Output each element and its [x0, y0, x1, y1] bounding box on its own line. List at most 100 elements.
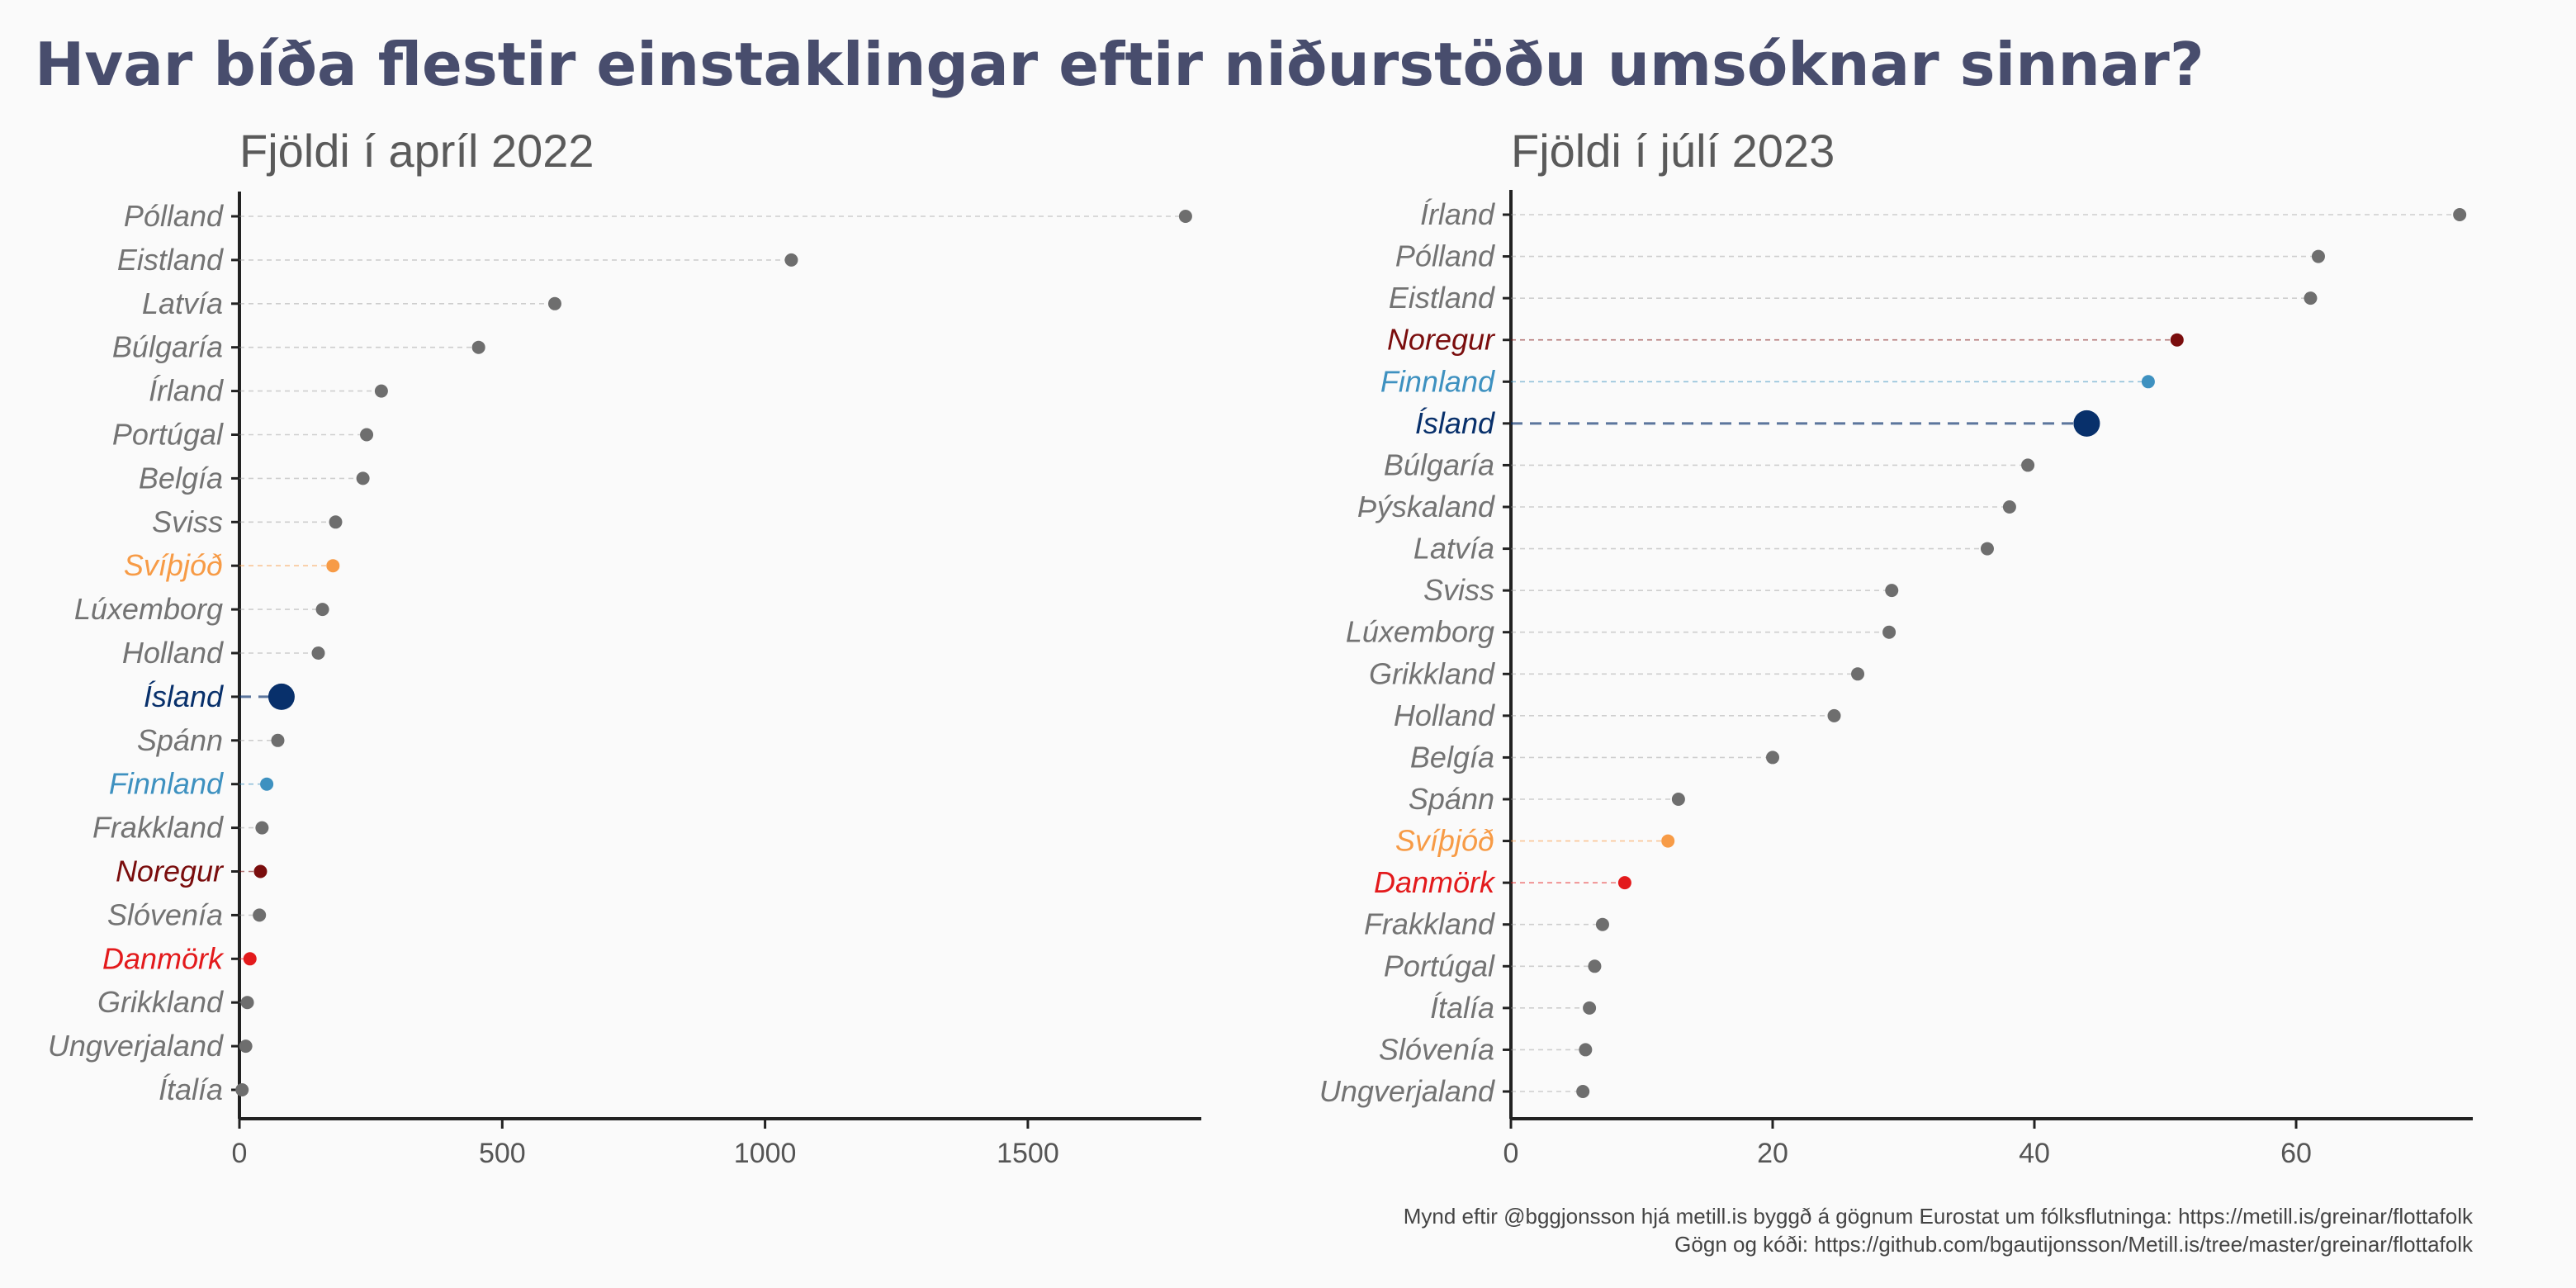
- p0-x-tick-label-500: 500: [479, 1138, 526, 1169]
- p1-label-thyskaland: Þýskaland: [1357, 490, 1495, 523]
- p1-label-italia: Ítalía: [1430, 991, 1494, 1025]
- p1-point-ungverjaland: [1576, 1085, 1590, 1098]
- p0-label-danmork: Danmörk: [102, 941, 225, 975]
- p1-label-svithjod: Svíþjóð: [1395, 824, 1494, 858]
- p1-label-frakkland: Frakkland: [1364, 907, 1495, 941]
- p1-label-finnland: Finnland: [1380, 364, 1495, 398]
- p0-x-tick-label-1000: 1000: [734, 1138, 797, 1169]
- p0-point-finnland: [260, 777, 274, 791]
- p1-label-irland: Írland: [1420, 197, 1495, 231]
- p0-point-polland: [1178, 210, 1192, 223]
- p1-label-holland: Holland: [1394, 698, 1495, 732]
- p1-label-danmork: Danmörk: [1374, 865, 1496, 899]
- p1-label-eistland: Eistland: [1389, 281, 1495, 315]
- p1-label-noregur: Noregur: [1387, 323, 1496, 357]
- p1-label-latvia: Latvía: [1413, 532, 1494, 566]
- p1-point-noregur: [2170, 333, 2184, 347]
- p0-point-ungverjaland: [239, 1039, 253, 1054]
- p1-point-slovenia: [1579, 1043, 1593, 1057]
- p0-point-latvia: [547, 296, 561, 310]
- p1-point-finnland: [2141, 375, 2155, 389]
- p0-point-belgia: [356, 471, 370, 485]
- p0-label-irland: Írland: [149, 374, 224, 408]
- p0-label-island: Ísland: [144, 680, 224, 713]
- caption-line-2: Gögn og kóði: https://github.com/bgautij…: [1674, 1232, 2474, 1257]
- p0-point-portugal: [360, 428, 374, 442]
- p0-point-island: [268, 683, 295, 710]
- p1-point-latvia: [1980, 542, 1994, 556]
- p1-point-danmork: [1617, 876, 1631, 890]
- p0-point-grikkland: [240, 996, 254, 1010]
- p0-label-portugal: Portúgal: [112, 418, 224, 452]
- p0-point-danmork: [243, 952, 257, 966]
- p0-label-svithjod: Svíþjóð: [124, 548, 223, 582]
- panel-april-2022-marks: 0 500 1000 1500 Pólland Eistland Latvía Búlgarí…: [48, 192, 1201, 1169]
- p1-point-luxemborg: [1882, 625, 1896, 639]
- p1-point-bulgaria: [2021, 458, 2035, 472]
- p1-label-slovenia: Slóvenía: [1379, 1032, 1494, 1066]
- p0-label-grikkland: Grikkland: [97, 985, 224, 1019]
- p1-label-spann: Spánn: [1409, 782, 1494, 816]
- p0-point-italia: [235, 1083, 249, 1096]
- p0-point-luxemborg: [315, 603, 329, 617]
- p1-label-portugal: Portúgal: [1384, 949, 1495, 983]
- p0-point-spann: [271, 733, 285, 747]
- p0-label-frakkland: Frakkland: [92, 811, 224, 845]
- p1-point-belgia: [1766, 751, 1780, 765]
- p1-label-luxemborg: Lúxemborg: [1346, 615, 1494, 649]
- p1-point-eistland: [2304, 291, 2318, 305]
- p0-label-sviss: Sviss: [152, 504, 223, 538]
- panel-april-2022: Fjöldi í apríl 2022 0 500 1000 1500 Pólland E…: [48, 125, 1201, 1169]
- p1-point-italia: [1583, 1001, 1597, 1015]
- p0-point-bulgaria: [471, 340, 485, 354]
- p0-label-belgia: Belgía: [139, 461, 223, 495]
- p0-label-slovenia: Slóvenía: [107, 897, 223, 931]
- panel-title-july-2023: Fjöldi í júlí 2023: [1511, 125, 1835, 177]
- p1-point-frakkland: [1595, 917, 1609, 931]
- p1-point-sviss: [1885, 584, 1899, 598]
- p1-label-polland: Pólland: [1395, 239, 1495, 273]
- p0-label-latvia: Latvía: [142, 286, 223, 320]
- chart-title: Hvar bíða flestir einstaklingar eftir ni…: [35, 30, 2204, 99]
- p1-point-svithjod: [1661, 834, 1675, 848]
- p0-label-spann: Spánn: [137, 723, 223, 757]
- p1-x-tick-label-40: 40: [2019, 1138, 2050, 1169]
- p0-point-noregur: [253, 864, 268, 878]
- p0-x-tick-label-0: 0: [232, 1138, 248, 1169]
- p1-label-sviss: Sviss: [1423, 573, 1494, 607]
- p0-point-irland: [374, 384, 388, 398]
- p0-label-luxemborg: Lúxemborg: [74, 592, 223, 626]
- p1-point-island: [2073, 410, 2100, 437]
- p0-label-finnland: Finnland: [109, 767, 224, 801]
- p0-label-polland: Pólland: [124, 199, 224, 233]
- caption-line-1: Mynd eftir @bggjonsson hjá metill.is byg…: [1404, 1204, 2474, 1229]
- p0-point-eistland: [784, 253, 798, 267]
- p1-point-spann: [1671, 793, 1685, 806]
- p1-point-portugal: [1588, 959, 1602, 973]
- panel-july-2023: Fjöldi í júlí 2023 0 20 40 60 Írland Pólland E…: [1319, 125, 2473, 1169]
- p1-point-irland: [2453, 208, 2467, 221]
- p1-x-tick-label-0: 0: [1503, 1138, 1519, 1169]
- p1-x-tick-label-20: 20: [1757, 1138, 1788, 1169]
- p0-point-holland: [311, 646, 325, 660]
- p0-point-frakkland: [255, 821, 269, 835]
- p0-label-italia: Ítalía: [159, 1073, 223, 1106]
- p1-point-thyskaland: [2002, 500, 2016, 514]
- p0-point-svithjod: [326, 559, 340, 573]
- panel-title-april-2022: Fjöldi í apríl 2022: [239, 125, 594, 177]
- p1-label-belgia: Belgía: [1410, 740, 1494, 774]
- p1-x-tick-label-60: 60: [2280, 1138, 2312, 1169]
- p0-label-holland: Holland: [122, 636, 224, 670]
- p1-label-grikkland: Grikkland: [1369, 656, 1495, 690]
- p1-label-ungverjaland: Ungverjaland: [1319, 1074, 1495, 1108]
- panel-july-2023-marks: 0 20 40 60 Írland Pólland Eistland Noregur Finnl…: [1319, 190, 2473, 1169]
- p1-point-holland: [1827, 708, 1841, 722]
- p1-label-bulgaria: Búlgaría: [1384, 447, 1494, 481]
- p0-point-slovenia: [253, 908, 267, 922]
- p1-label-island: Ísland: [1415, 406, 1495, 440]
- p0-label-noregur: Noregur: [116, 855, 225, 888]
- p1-point-grikkland: [1851, 667, 1865, 681]
- p0-x-tick-label-1500: 1500: [997, 1138, 1059, 1169]
- p0-label-ungverjaland: Ungverjaland: [48, 1029, 224, 1063]
